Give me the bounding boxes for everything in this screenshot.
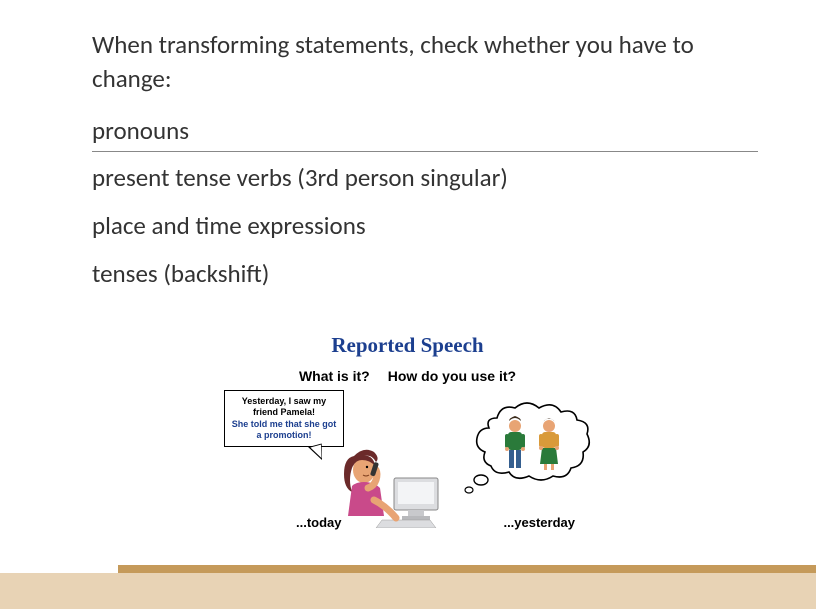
bullet-tenses: tenses (backshift)	[92, 257, 756, 291]
caption-yesterday: ...yesterday	[503, 515, 575, 530]
bullet-pronouns: pronouns	[92, 114, 756, 148]
speech-line-1: Yesterday, I saw my friend Pamela!	[231, 396, 337, 419]
illustration-subtitles: What is it? How do you use it?	[210, 368, 605, 384]
illustration-title: Reported Speech	[210, 333, 605, 358]
title-underline	[92, 151, 758, 152]
footer-band-outer	[0, 573, 816, 609]
bullet-verbs: present tense verbs (3rd person singular…	[92, 161, 756, 195]
reported-speech-illustration: Reported Speech What is it? How do you u…	[210, 333, 605, 557]
speech-line-2: She told me that she got a promotion!	[231, 419, 337, 442]
speech-bubble: Yesterday, I saw my friend Pamela! She t…	[224, 390, 344, 447]
caption-today: ...today	[296, 515, 342, 530]
illustration-scene: Yesterday, I saw my friend Pamela! She t…	[210, 390, 605, 540]
slide-content: When transforming statements, check whet…	[0, 0, 816, 291]
slide-heading: When transforming statements, check whet…	[92, 28, 756, 96]
subtitle-what: What is it?	[299, 368, 370, 384]
woman-on-phone-icon	[334, 438, 444, 528]
slide-footer-band	[0, 565, 816, 613]
subtitle-how: How do you use it?	[388, 368, 516, 384]
bullet-place-time: place and time expressions	[92, 209, 756, 243]
thought-cloud-icon	[461, 388, 601, 498]
